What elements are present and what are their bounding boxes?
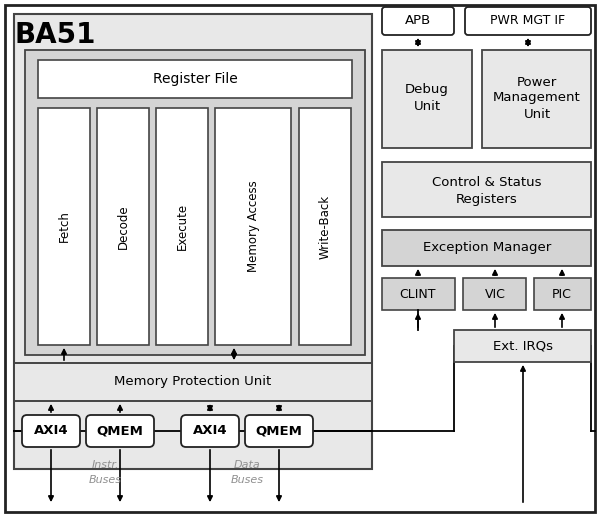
Text: Control & Status: Control & Status <box>432 176 542 190</box>
Text: Power: Power <box>517 75 557 88</box>
Bar <box>156 108 208 345</box>
Text: Ext. IRQs: Ext. IRQs <box>493 340 553 353</box>
Bar <box>14 14 372 469</box>
Text: Data: Data <box>233 460 260 470</box>
Text: PWR MGT IF: PWR MGT IF <box>490 14 566 27</box>
Bar <box>534 278 591 310</box>
Text: VIC: VIC <box>485 287 505 300</box>
Bar <box>382 162 591 217</box>
Text: Buses: Buses <box>89 475 121 485</box>
Bar <box>382 278 455 310</box>
Bar <box>25 50 365 355</box>
Bar <box>38 60 352 98</box>
FancyBboxPatch shape <box>382 7 454 35</box>
Text: BA51: BA51 <box>14 21 95 49</box>
FancyBboxPatch shape <box>465 7 591 35</box>
Text: AXI4: AXI4 <box>193 424 227 437</box>
Text: Unit: Unit <box>413 100 440 114</box>
FancyBboxPatch shape <box>22 415 80 447</box>
Text: Execute: Execute <box>176 203 188 250</box>
FancyBboxPatch shape <box>86 415 154 447</box>
Text: Registers: Registers <box>456 193 518 206</box>
Text: Decode: Decode <box>116 204 130 249</box>
Text: PIC: PIC <box>552 287 572 300</box>
Text: QMEM: QMEM <box>256 424 302 437</box>
Bar <box>463 278 526 310</box>
Text: QMEM: QMEM <box>97 424 143 437</box>
Bar <box>382 50 472 148</box>
Text: Buses: Buses <box>230 475 263 485</box>
Text: APB: APB <box>405 14 431 27</box>
Text: Write-Back: Write-Back <box>319 194 331 258</box>
Text: CLINT: CLINT <box>400 287 436 300</box>
Bar <box>215 108 291 345</box>
Text: Register File: Register File <box>152 72 238 86</box>
Text: Memory Protection Unit: Memory Protection Unit <box>115 375 272 388</box>
Bar <box>382 230 591 266</box>
Text: Instr.: Instr. <box>91 460 119 470</box>
Bar <box>482 50 591 148</box>
Text: AXI4: AXI4 <box>34 424 68 437</box>
FancyBboxPatch shape <box>181 415 239 447</box>
FancyBboxPatch shape <box>245 415 313 447</box>
Bar <box>38 108 90 345</box>
Text: Management: Management <box>493 92 581 104</box>
Bar <box>97 108 149 345</box>
Text: Memory Access: Memory Access <box>247 180 260 272</box>
Bar <box>14 363 372 401</box>
Bar <box>454 330 591 362</box>
Text: Unit: Unit <box>523 108 551 120</box>
Text: Debug: Debug <box>405 84 449 97</box>
Bar <box>299 108 351 345</box>
Text: Fetch: Fetch <box>58 210 71 242</box>
Text: Exception Manager: Exception Manager <box>423 241 551 254</box>
